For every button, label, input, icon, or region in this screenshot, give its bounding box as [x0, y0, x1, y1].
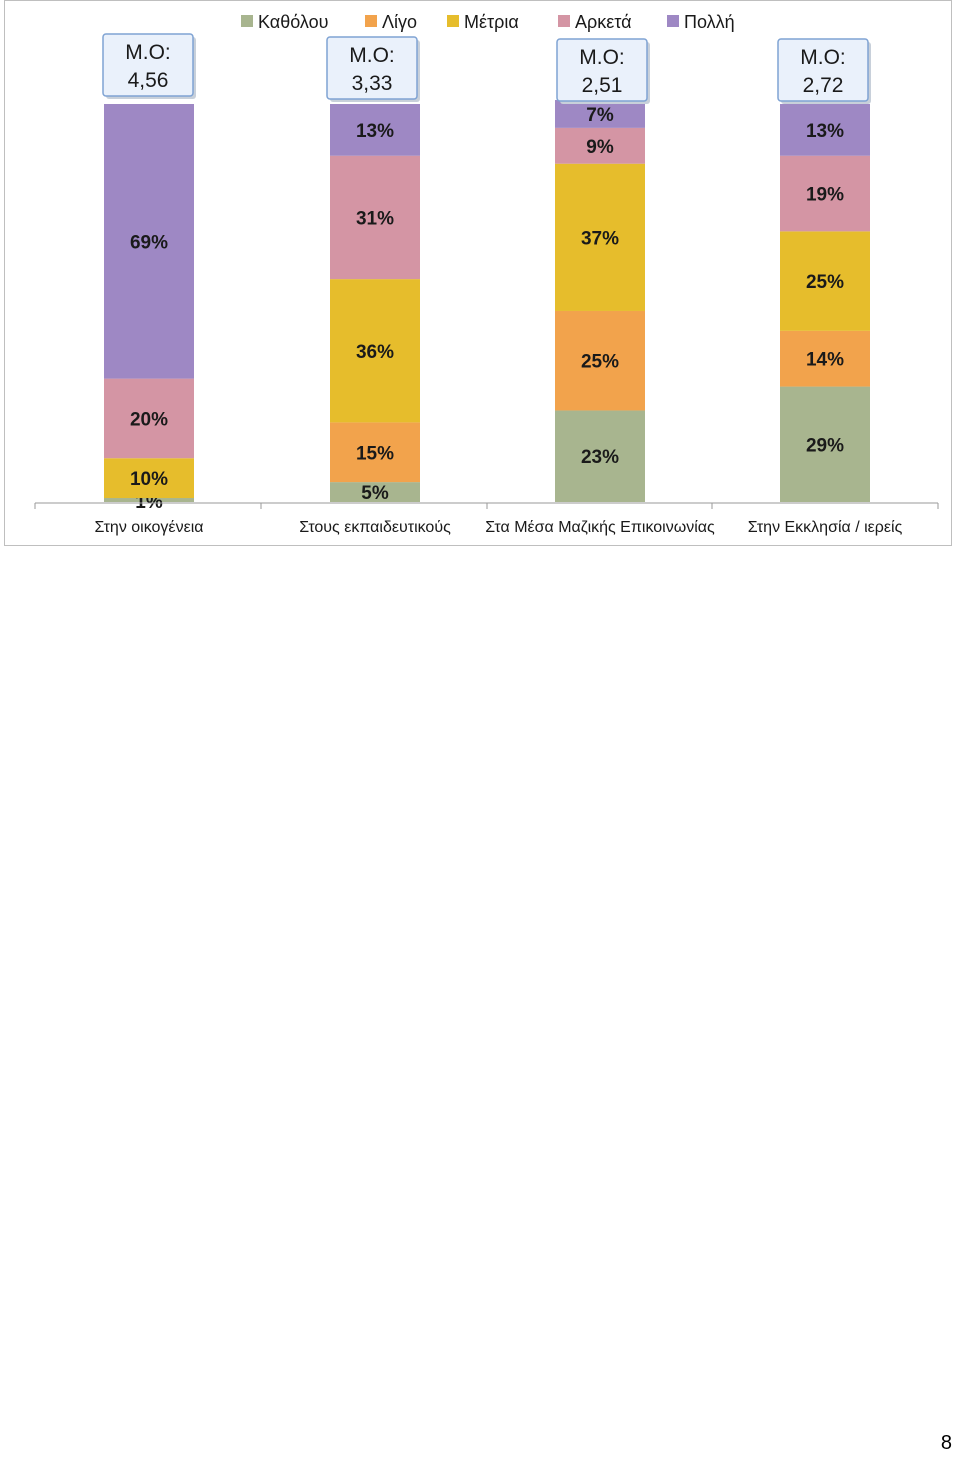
legend-label-πολλή: Πολλή [684, 12, 735, 32]
legend-label-μέτρια: Μέτρια [464, 12, 519, 32]
data-label-2-2: 37% [581, 228, 619, 249]
legend-swatch-0 [241, 15, 253, 27]
mean-value-3: 2,72 [803, 74, 844, 97]
bar-segment-1-0 [330, 482, 420, 502]
mean-box-0 [102, 33, 194, 97]
data-label-1-2: 36% [356, 342, 394, 363]
data-label-1-0: 5% [361, 483, 389, 504]
bar-segment-2-2 [555, 163, 645, 311]
chart-legend: Καθόλου Λίγο Μέτρια Αρκετά Πολλή [241, 12, 735, 32]
bar-segment-0-0 [104, 498, 194, 502]
data-label-0-2: 10% [130, 469, 168, 490]
x-axis: Στην οικογένεια Στους εκπαιδευτικούς Στα Μ… [34, 502, 939, 536]
mean-label-0: Μ.Ο: [125, 41, 171, 64]
bar-segment-2-1 [555, 310, 645, 411]
mean-box-2 [556, 38, 648, 102]
bar-segment-2-0 [555, 410, 645, 502]
data-label-1-1: 15% [356, 443, 394, 464]
bar-segment-3-1 [780, 330, 870, 387]
data-label-3-3: 19% [806, 185, 844, 206]
bar-segment-0-2 [104, 458, 194, 499]
data-label-0-3: 20% [130, 409, 168, 430]
category-label-0: Στην οικογένεια [94, 519, 203, 536]
mean-box-3 [777, 38, 869, 102]
legend-label-λίγο: Λίγο [382, 12, 417, 32]
bar-segment-1-2 [330, 279, 420, 423]
category-label-3: Στην Εκκλησία / ιερείς [748, 519, 903, 536]
bar-segment-3-4 [780, 104, 870, 156]
mean-callouts: Μ.Ο: 4,56 Μ.Ο: 3,33 Μ.Ο: 2,51 Μ.Ο: 2,72 [102, 33, 871, 104]
data-label-3-2: 25% [806, 272, 844, 293]
mean-value-0: 4,56 [128, 69, 169, 92]
category-label-2: Στα Μέσα Μαζικής Επικοινωνίας [485, 519, 715, 536]
data-label-2-1: 25% [581, 352, 619, 373]
data-label-3-4: 13% [806, 121, 844, 142]
data-label-2-0: 23% [581, 447, 619, 468]
chart-bars: 1%10%20%69%5%15%36%31%13%23%25%37%9%7%29… [104, 100, 870, 513]
data-label-3-0: 29% [806, 435, 844, 456]
legend-label-αρκετά: Αρκετά [575, 12, 632, 32]
bar-segment-1-3 [330, 155, 420, 280]
data-label-2-4: 7% [586, 105, 614, 126]
legend-swatch-1 [365, 15, 377, 27]
bar-segment-2-3 [555, 127, 645, 164]
bar-segment-3-0 [780, 386, 870, 502]
mean-value-1: 3,33 [352, 72, 393, 95]
stacked-bar-chart: Καθόλου Λίγο Μέτρια Αρκετά Πολλή 1%10%20%69%… [34, 12, 939, 536]
mean-label-2: Μ.Ο: [579, 46, 625, 69]
category-label-1: Στους εκπαιδευτικούς [299, 519, 451, 536]
data-label-1-4: 13% [356, 121, 394, 142]
bar-segment-1-4 [330, 104, 420, 156]
legend-swatch-3 [558, 15, 570, 27]
mean-label-1: Μ.Ο: [349, 44, 395, 67]
mean-box-1 [326, 36, 418, 100]
mean-label-3: Μ.Ο: [800, 46, 846, 69]
bar-segment-2-4 [555, 100, 645, 128]
mean-value-2: 2,51 [582, 74, 623, 97]
legend-label-καθόλου: Καθόλου [258, 12, 328, 32]
bar-segment-0-3 [104, 378, 194, 459]
bar-segment-3-2 [780, 231, 870, 331]
data-label-0-4: 69% [130, 232, 168, 253]
legend-swatch-4 [667, 15, 679, 27]
bar-segment-3-3 [780, 155, 870, 232]
data-label-3-1: 14% [806, 350, 844, 371]
chart-frame: Καθόλου Λίγο Μέτρια Αρκετά Πολλή 1% 10% 20% 69%… [4, 0, 952, 546]
bar-segment-1-1 [330, 422, 420, 483]
page-number: 8 [940, 1432, 952, 1454]
data-label-2-3: 9% [586, 137, 614, 158]
bar-segment-0-4 [104, 104, 194, 379]
legend-swatch-2 [447, 15, 459, 27]
data-label-1-3: 31% [356, 208, 394, 229]
